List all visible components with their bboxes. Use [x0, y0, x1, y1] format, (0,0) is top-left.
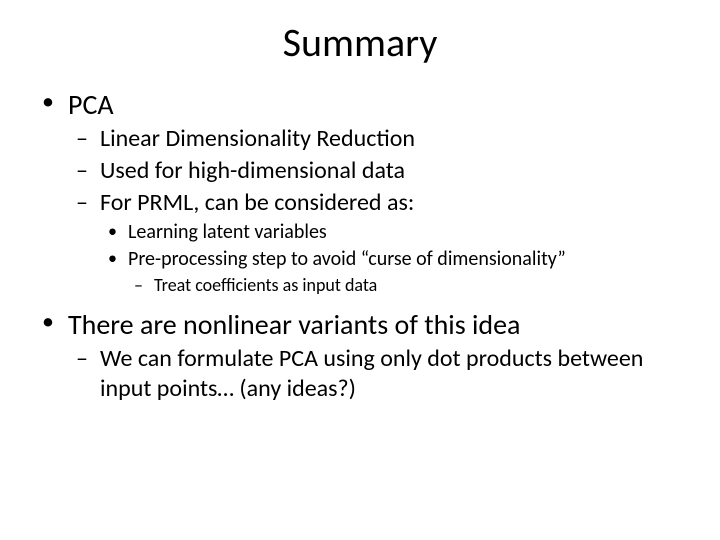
bullet-text: There are nonlinear variants of this ide…	[68, 307, 520, 342]
bullet-list-lvl3: Learning latent variables Pre-processing…	[100, 220, 690, 297]
list-item: Learning latent variables	[100, 220, 690, 245]
list-item: For PRML, can be considered as: Learning…	[68, 188, 690, 297]
bullet-list-lvl1: PCA Linear Dimensionality Reduction Used…	[30, 87, 690, 404]
slide-title: Summary	[0, 0, 720, 77]
bullet-text: Pre-processing step to avoid “curse of d…	[128, 247, 566, 271]
bullet-list-lvl2: Linear Dimensionality Reduction Used for…	[68, 124, 690, 297]
slide-body: PCA Linear Dimensionality Reduction Used…	[0, 87, 720, 404]
bullet-text: Used for high-dimensional data	[100, 156, 405, 185]
list-item: Linear Dimensionality Reduction	[68, 124, 690, 154]
list-item: Used for high-dimensional data	[68, 156, 690, 186]
list-item: There are nonlinear variants of this ide…	[30, 307, 690, 404]
list-item: We can formulate PCA using only dot prod…	[68, 344, 690, 404]
list-item: PCA Linear Dimensionality Reduction Used…	[30, 87, 690, 297]
slide: Summary PCA Linear Dimensionality Reduct…	[0, 0, 720, 540]
bullet-text: For PRML, can be considered as:	[100, 188, 414, 217]
bullet-list-lvl4: Treat coefficients as input data	[128, 274, 690, 297]
bullet-text: We can formulate PCA using only dot prod…	[100, 344, 643, 403]
bullet-text: Learning latent variables	[128, 220, 327, 244]
bullet-text: Treat coefficients as input data	[154, 274, 377, 296]
bullet-list-lvl2: We can formulate PCA using only dot prod…	[68, 344, 690, 404]
list-item: Treat coefficients as input data	[128, 274, 690, 297]
bullet-text: Linear Dimensionality Reduction	[100, 124, 415, 153]
bullet-text: PCA	[68, 87, 114, 122]
list-item: Pre-processing step to avoid “curse of d…	[100, 247, 690, 297]
